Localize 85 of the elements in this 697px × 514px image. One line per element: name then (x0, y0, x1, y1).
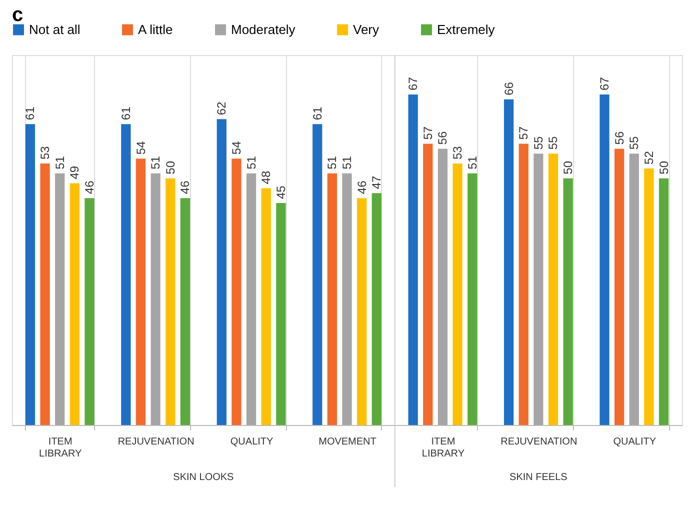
bar (644, 168, 654, 425)
bar (40, 164, 50, 425)
x-tick-label: QUALITY (230, 436, 274, 448)
bar (504, 99, 514, 425)
bar (408, 94, 418, 425)
legend-label: Extremely (437, 22, 496, 37)
data-label: 67 (406, 76, 420, 90)
data-label: 67 (598, 76, 612, 90)
legend-label: A little (138, 22, 173, 37)
data-label: 46 (178, 180, 192, 194)
bar (246, 173, 256, 425)
x-tick-label: REJUVENATION (118, 436, 194, 448)
x-tick-label: ITEM LIBRARY (422, 436, 465, 460)
data-label: 49 (68, 166, 82, 180)
bar (600, 94, 610, 425)
bar (423, 144, 433, 425)
bar (150, 173, 160, 425)
data-label: 47 (370, 175, 384, 190)
data-label: 61 (310, 106, 324, 120)
data-label: 48 (259, 170, 274, 184)
bar (518, 144, 528, 425)
legend-label: Not at all (29, 22, 80, 37)
data-label: 50 (163, 160, 178, 174)
x-tick-label: ITEM LIBRARY (39, 436, 82, 460)
data-label: 50 (561, 160, 576, 174)
data-label: 54 (229, 140, 244, 155)
data-label: 51 (340, 156, 354, 170)
bar (548, 154, 558, 425)
data-label: 62 (214, 101, 229, 116)
legend-label: Moderately (231, 22, 296, 37)
data-label: 51 (244, 156, 258, 170)
data-label: 50 (656, 160, 671, 174)
data-label: 61 (23, 106, 38, 120)
bar (372, 193, 382, 425)
bar (629, 154, 639, 425)
data-label: 46 (354, 180, 369, 194)
bar (166, 178, 176, 425)
bar (438, 148, 448, 425)
data-label: 55 (546, 136, 560, 150)
bar (276, 203, 286, 425)
bar (261, 188, 271, 425)
data-label: 66 (502, 82, 516, 96)
data-label: 51 (148, 156, 163, 170)
bar (121, 124, 131, 425)
bar (357, 198, 367, 425)
data-label: 51 (325, 156, 340, 170)
data-label: 57 (420, 126, 435, 140)
bar (614, 148, 624, 425)
bar (25, 124, 36, 425)
bar (658, 178, 669, 425)
bar (468, 173, 478, 425)
bar (216, 119, 226, 425)
text: SKIN LOOKS (173, 472, 234, 483)
data-label: 55 (627, 136, 642, 150)
text: SKIN FEELS (510, 472, 568, 483)
chart-title: c (12, 4, 24, 26)
data-label: 56 (612, 131, 626, 145)
bar (55, 173, 65, 425)
data-label: 51 (52, 156, 67, 170)
bar (534, 154, 544, 425)
bar (452, 164, 462, 425)
data-label: 52 (642, 150, 656, 164)
data-label: 53 (38, 146, 52, 160)
data-label: 51 (465, 156, 480, 170)
data-label: 56 (436, 131, 450, 145)
x-tick-label: REJUVENATION (500, 436, 578, 448)
x-tick-label: MOVEMENT (318, 436, 376, 448)
bar (327, 173, 337, 425)
bar (312, 124, 322, 425)
bar (84, 198, 94, 425)
x-tick-label: QUALITY (613, 436, 656, 448)
data-label: 46 (82, 180, 96, 194)
legend-label: Very (353, 22, 380, 37)
data-label: 54 (134, 140, 148, 155)
bar (232, 158, 242, 425)
data-label: 57 (516, 126, 531, 140)
data-label: 53 (450, 146, 465, 160)
data-label: 55 (531, 136, 546, 150)
bar (563, 178, 573, 425)
bar (180, 198, 190, 425)
bar (342, 173, 352, 425)
data-label: 45 (274, 185, 288, 199)
data-label: 61 (118, 106, 133, 120)
bar (70, 183, 80, 425)
bar (136, 158, 146, 425)
